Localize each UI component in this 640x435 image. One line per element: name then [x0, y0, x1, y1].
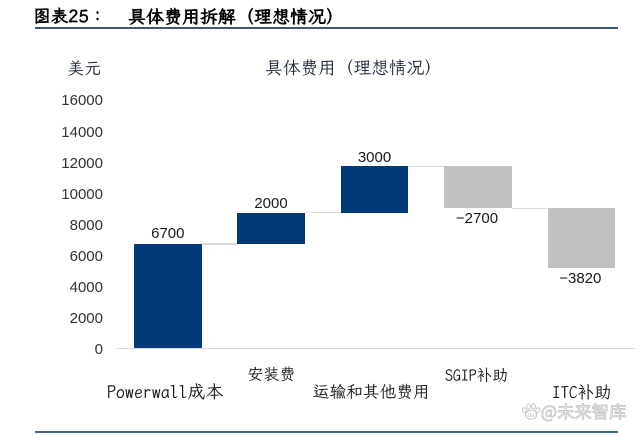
svg-text:du: du [528, 413, 535, 419]
